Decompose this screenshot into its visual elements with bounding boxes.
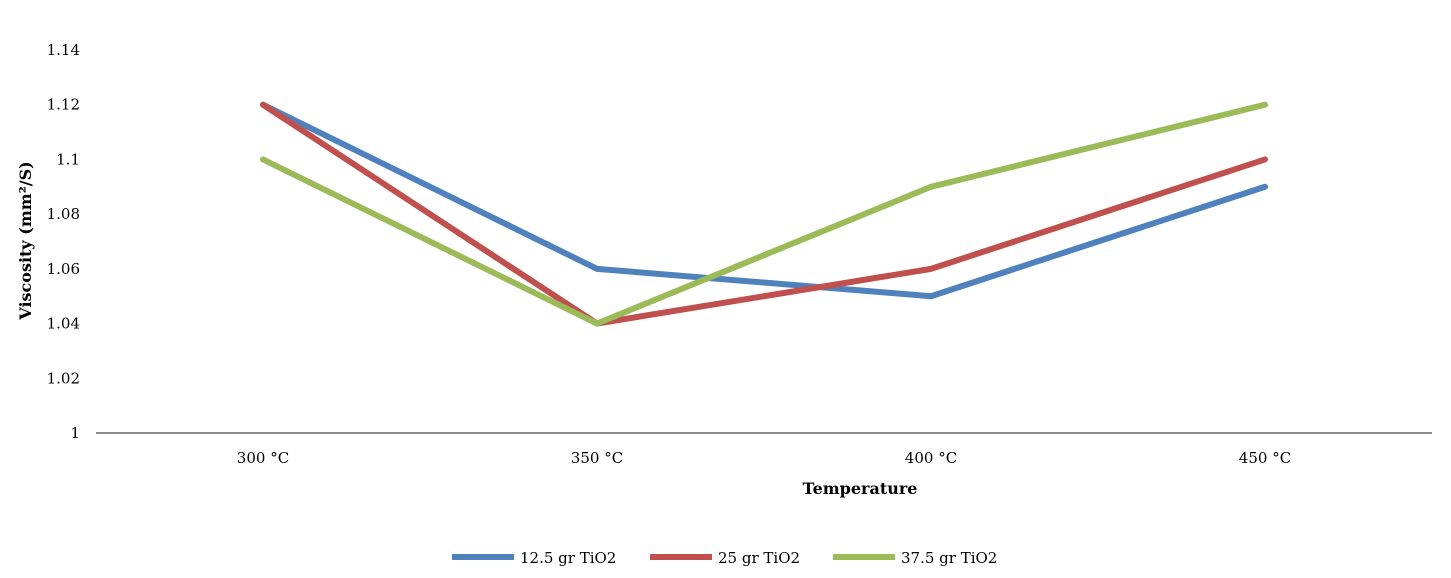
y-tick-label: 1.02 [47, 369, 80, 387]
series-line-3 [260, 101, 1268, 327]
x-tick-label: 400 °C [905, 449, 957, 467]
x-tick-label: 300 °C [237, 449, 289, 467]
legend-label: 12.5 gr TiO2 [520, 549, 616, 567]
series-line-1 [260, 101, 1268, 300]
y-tick-label: 1 [70, 424, 80, 442]
y-tick-label: 1.12 [47, 96, 80, 114]
legend-item: 25 gr TiO2 [650, 549, 800, 567]
x-tick-label: 450 °C [1239, 449, 1291, 467]
plot-area [260, 101, 1268, 327]
y-axis-ticks: 1 1.02 1.04 1.06 1.08 1.1 1.12 1.14 [47, 41, 80, 442]
y-tick-label: 1.08 [47, 205, 80, 223]
y-axis-title: Viscosity (mm²/S) [16, 161, 35, 320]
legend-label: 37.5 gr TiO2 [901, 549, 997, 567]
x-axis-title: Temperature [803, 479, 918, 498]
legend-item: 12.5 gr TiO2 [452, 549, 616, 567]
legend: 12.5 gr TiO2 25 gr TiO2 37.5 gr TiO2 [452, 549, 997, 567]
legend-label: 25 gr TiO2 [718, 549, 800, 567]
y-tick-label: 1.1 [56, 150, 80, 168]
x-tick-label: 350 °C [571, 449, 623, 467]
y-tick-label: 1.14 [47, 41, 80, 59]
y-tick-label: 1.04 [47, 315, 80, 333]
legend-item: 37.5 gr TiO2 [833, 549, 997, 567]
series-line-2 [260, 101, 1268, 327]
y-tick-label: 1.06 [47, 260, 80, 278]
x-axis-ticks: 300 °C 350 °C 400 °C 450 °C [237, 449, 1291, 467]
